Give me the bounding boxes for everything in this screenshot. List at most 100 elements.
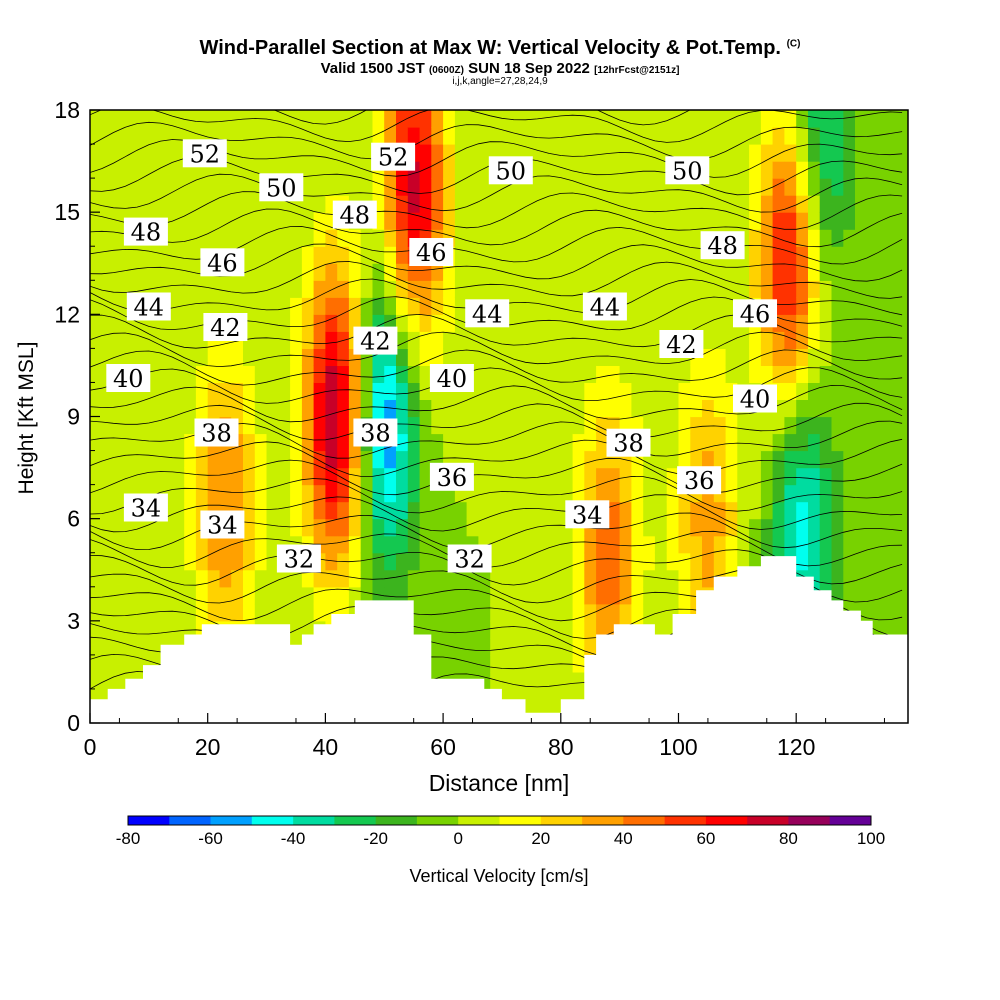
field-cell: [537, 246, 550, 264]
field-cell: [313, 144, 326, 162]
field-cell: [113, 399, 126, 418]
field-cell: [654, 365, 668, 383]
contour-label-text: 38: [613, 430, 644, 458]
field-cell: [749, 212, 762, 230]
field-cell: [572, 671, 585, 690]
field-cell: [301, 365, 315, 383]
field-cell: [619, 484, 632, 503]
field-cell: [855, 246, 868, 264]
field-cell: [325, 416, 338, 435]
field-cell: [572, 178, 585, 196]
field-cell: [243, 586, 256, 605]
field-cell: [243, 161, 256, 179]
field-cell: [407, 195, 421, 213]
field-cell: [902, 229, 908, 247]
field-cell: [454, 654, 468, 673]
field-cell: [772, 229, 785, 247]
field-cell: [819, 518, 833, 537]
field-cell: [325, 127, 338, 145]
field-cell: [372, 229, 385, 247]
field-cell: [348, 450, 362, 469]
field-cell: [396, 331, 409, 349]
field-cell: [490, 450, 503, 469]
field-cell: [596, 246, 609, 264]
field-cell: [148, 365, 162, 383]
field-cell: [172, 195, 185, 213]
field-cell: [490, 467, 503, 486]
field-cell: [819, 484, 833, 503]
field-cell: [808, 484, 821, 503]
field-cell: [902, 348, 908, 366]
field-cell: [160, 399, 173, 418]
field-cell: [749, 144, 762, 162]
field-cell: [890, 569, 903, 588]
field-cell: [243, 297, 256, 315]
field-cell: [454, 297, 468, 315]
field-cell: [443, 654, 456, 673]
field-cell: [572, 212, 585, 230]
contour-label: 52: [371, 142, 416, 172]
contour-label-text: 42: [360, 328, 391, 356]
field-cell: [855, 280, 868, 298]
contour-label-box: [700, 231, 745, 260]
field-cell: [348, 229, 362, 247]
field-cell: [454, 280, 468, 298]
theta-contour-line: [90, 494, 903, 533]
field-cell: [749, 518, 762, 537]
field-cell: [760, 161, 774, 179]
field-cell: [172, 535, 185, 554]
field-cell: [125, 569, 138, 588]
field-cell: [513, 212, 527, 230]
field-cell: [101, 297, 115, 315]
field-cell: [631, 195, 644, 213]
field-cell: [666, 569, 680, 588]
field-cell: [325, 569, 338, 588]
field-cell: [654, 178, 668, 196]
field-cell: [148, 586, 162, 605]
field-cell: [113, 195, 126, 213]
field-cell: [466, 212, 479, 230]
contour-label: 44: [582, 292, 627, 322]
field-cell: [266, 212, 279, 230]
field-cell: [207, 382, 221, 400]
field-cell: [666, 297, 680, 315]
field-cell: [301, 178, 315, 196]
field-cell: [772, 433, 785, 452]
field-cell: [855, 127, 868, 145]
field-cell: [902, 178, 908, 196]
field-cell: [666, 365, 680, 383]
field-cell: [819, 450, 833, 469]
field-cell: [454, 501, 468, 520]
contour-label-box: [371, 142, 416, 171]
field-cell: [537, 127, 550, 145]
field-cell: [855, 178, 868, 196]
field-cell: [278, 280, 291, 298]
field-cell: [372, 382, 385, 400]
field-cell: [878, 348, 891, 366]
field-cell: [784, 212, 797, 230]
field-cell: [313, 603, 326, 622]
field-cell: [796, 467, 809, 486]
field-cell: [654, 314, 668, 332]
field-cell: [372, 297, 385, 315]
field-cell: [407, 331, 421, 349]
field-cell: [678, 195, 691, 213]
field-cell: [396, 195, 409, 213]
field-cell: [172, 178, 185, 196]
field-cell: [819, 501, 833, 520]
field-cell: [125, 195, 138, 213]
field-cell: [254, 144, 268, 162]
field-cell: [195, 450, 209, 469]
field-cell: [843, 433, 856, 452]
field-cell: [666, 416, 680, 435]
field-cell: [654, 229, 668, 247]
field-cell: [184, 212, 197, 230]
field-cell: [501, 399, 515, 418]
field-cell: [101, 348, 115, 366]
contour-label: 50: [665, 156, 710, 185]
contour-label-box: [200, 510, 245, 539]
field-cell: [419, 569, 432, 588]
colorbar-tick-label: 100: [857, 829, 885, 848]
field-cell: [784, 263, 797, 281]
field-cell: [501, 484, 515, 503]
